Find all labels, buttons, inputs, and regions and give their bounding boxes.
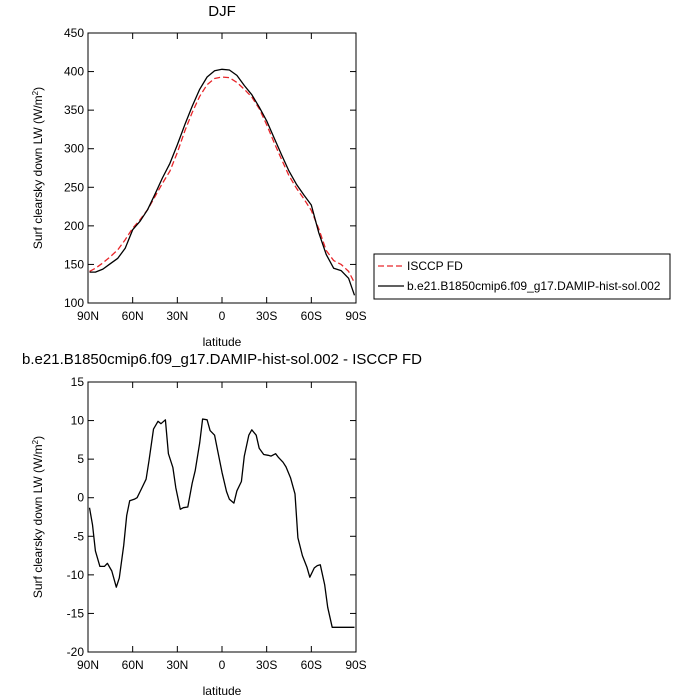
y-tick-label: 15 — [71, 375, 85, 389]
y-tick-label: -10 — [67, 568, 85, 582]
legend-label-isccp: ISCCP FD — [407, 259, 463, 273]
plot-frame — [87, 381, 357, 653]
x-axis-label: latitude — [203, 684, 242, 698]
series-line-0 — [88, 418, 355, 628]
chart-title: b.e21.B1850cmip6.f09_g17.DAMIP-hist-sol.… — [22, 351, 422, 368]
series-line-1 — [89, 68, 356, 296]
y-tick-label: 450 — [64, 26, 84, 40]
x-tick-label: 0 — [219, 658, 226, 672]
y-tick-label: 350 — [64, 103, 84, 117]
x-tick-label: 90S — [345, 658, 366, 672]
y-tick-label: -5 — [73, 529, 84, 543]
x-tick-label: 90N — [77, 658, 99, 672]
x-tick-label: 0 — [219, 309, 226, 323]
x-tick-label: 60N — [122, 658, 144, 672]
y-tick-label: 400 — [64, 65, 84, 79]
legend-label-model: b.e21.B1850cmip6.f09_g17.DAMIP-hist-sol.… — [407, 279, 661, 293]
x-tick-label: 60S — [301, 309, 322, 323]
x-axis-label: latitude — [203, 335, 242, 349]
y-tick-label: 200 — [64, 219, 84, 233]
series-lines — [88, 418, 355, 628]
chart-top: DJF 100 150 200 250 300 350 400 450 90N 60N 30N 0 3… — [31, 3, 671, 349]
y-ticks: -20 -15 -10 -5 0 5 10 15 — [67, 375, 356, 659]
y-tick-label: -15 — [67, 606, 85, 620]
y-ticks: 100 150 200 250 300 350 400 450 — [64, 26, 356, 310]
y-tick-label: 150 — [64, 257, 84, 271]
legend-box — [373, 253, 671, 300]
x-tick-label: 30N — [166, 309, 188, 323]
x-tick-label: 60S — [301, 658, 322, 672]
y-tick-label: 300 — [64, 142, 84, 156]
x-tick-label: 90N — [77, 309, 99, 323]
y-tick-label: 100 — [64, 296, 84, 310]
series-line-0 — [89, 76, 356, 284]
x-tick-label: 90S — [345, 309, 366, 323]
x-tick-label: 60N — [122, 309, 144, 323]
y-tick-label: 10 — [71, 414, 85, 428]
legend: ISCCP FD b.e21.B1850cmip6.f09_g17.DAMIP-… — [373, 253, 671, 300]
x-ticks: 90N 60N 30N 0 30S 60S 90S — [77, 33, 367, 323]
chart-title: DJF — [208, 3, 236, 20]
x-ticks: 90N 60N 30N 0 30S 60S 90S — [77, 382, 367, 672]
y-axis-label: Surf clearsky down LW (W/m2) — [31, 436, 46, 598]
x-tick-label: 30S — [256, 309, 277, 323]
plot-frame — [87, 32, 357, 304]
chart-bottom: b.e21.B1850cmip6.f09_g17.DAMIP-hist-sol.… — [22, 351, 422, 698]
y-axis-label: Surf clearsky down LW (W/m2) — [31, 87, 46, 249]
y-tick-label: -20 — [67, 645, 85, 659]
y-tick-label: 250 — [64, 180, 84, 194]
x-tick-label: 30S — [256, 658, 277, 672]
x-tick-label: 30N — [166, 658, 188, 672]
series-lines — [89, 68, 356, 296]
y-tick-label: 5 — [77, 452, 84, 466]
y-tick-label: 0 — [77, 491, 84, 505]
